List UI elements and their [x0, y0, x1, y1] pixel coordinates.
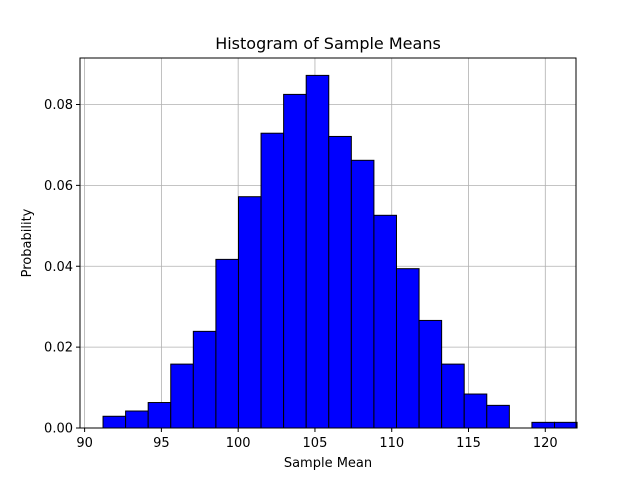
- histogram-bar: [125, 410, 149, 429]
- histogram-bar: [395, 268, 420, 429]
- histogram-bar: [192, 330, 217, 429]
- bars: [102, 74, 578, 429]
- histogram-bar: [102, 415, 127, 429]
- histogram-bar: [305, 74, 330, 429]
- y-tick-label: 0.04: [44, 260, 73, 275]
- y-axis-label: Probability: [20, 208, 35, 277]
- histogram-bar: [531, 421, 556, 429]
- histogram-bar: [463, 393, 488, 429]
- histogram-bar: [486, 404, 510, 429]
- y-tick-label: 0.00: [44, 422, 73, 437]
- histogram-bar: [237, 196, 262, 429]
- x-tick-label: 115: [456, 436, 481, 451]
- x-tick-label: 90: [76, 436, 93, 451]
- histogram-bar: [147, 402, 172, 429]
- histogram-bar: [328, 135, 352, 429]
- histogram-bar: [373, 214, 397, 429]
- histogram-bar: [350, 159, 375, 429]
- x-tick-label: 100: [226, 436, 251, 451]
- histogram-bar: [170, 363, 194, 429]
- x-tick-label: 110: [379, 436, 404, 451]
- histogram-bar: [554, 421, 578, 429]
- x-tick-label: 95: [153, 436, 170, 451]
- histogram-bar: [418, 319, 443, 429]
- x-axis-label: Sample Mean: [284, 456, 372, 471]
- y-axis-ticks: 0.00 0.02 0.04 0.06 0.08: [44, 98, 80, 437]
- histogram-bar: [260, 132, 285, 429]
- plot-frame: [79, 57, 577, 429]
- x-axis-ticks: 90 95 100 105 110 115 120: [76, 428, 558, 451]
- chart-title: Histogram of Sample Means: [215, 34, 441, 53]
- y-tick-label: 0.06: [44, 179, 73, 194]
- x-tick-label: 120: [533, 436, 558, 451]
- histogram-bar: [441, 363, 465, 429]
- x-tick-label: 105: [303, 436, 328, 451]
- histogram-bar: [283, 93, 307, 429]
- y-tick-label: 0.02: [44, 341, 73, 356]
- y-tick-label: 0.08: [44, 98, 73, 113]
- histogram-bar: [215, 258, 239, 429]
